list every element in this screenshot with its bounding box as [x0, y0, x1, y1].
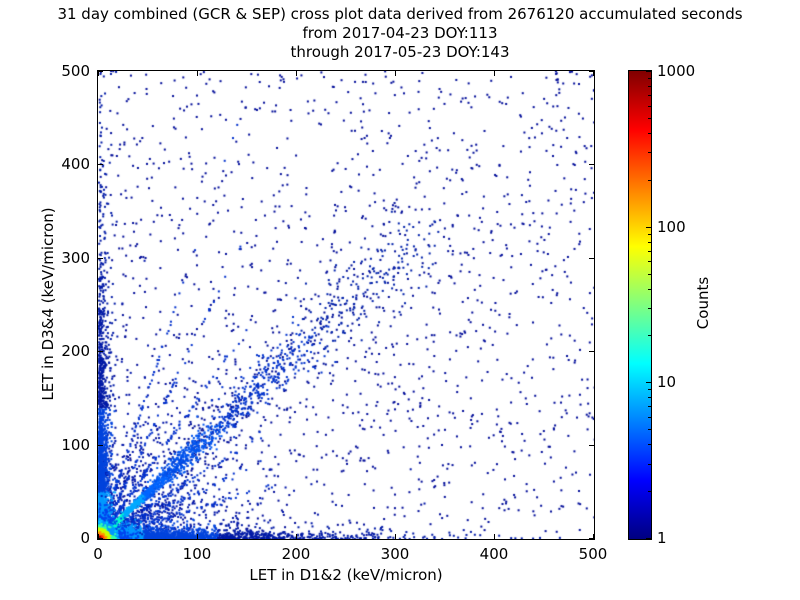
plot-area: [97, 70, 595, 540]
y-tick-label: 200: [61, 342, 90, 361]
y-tick-mark: [98, 164, 103, 165]
y-tick-label: 100: [61, 435, 90, 454]
y-tick-mark-right: [589, 445, 594, 446]
colorbar-minor-tick-mark: [648, 397, 651, 398]
colorbar-minor-tick-mark: [648, 152, 651, 153]
colorbar-tick-label: 1: [657, 529, 667, 547]
x-tick-label: 0: [93, 545, 103, 563]
title-line-1: 31 day combined (GCR & SEP) cross plot d…: [57, 5, 743, 23]
x-tick-mark: [593, 534, 594, 539]
x-tick-mark-top: [593, 71, 594, 76]
title-line-2: from 2017-04-23 DOY:113: [302, 24, 498, 42]
x-tick-mark-top: [395, 71, 396, 76]
colorbar-minor-tick-mark: [648, 234, 651, 235]
colorbar-minor-tick-mark: [648, 251, 651, 252]
colorbar-label: Counts: [694, 276, 712, 330]
colorbar-minor-tick-mark: [648, 274, 651, 275]
x-tick-mark: [395, 534, 396, 539]
chart-title: 31 day combined (GCR & SEP) cross plot d…: [0, 5, 800, 62]
y-tick-mark-right: [589, 71, 594, 72]
y-tick-label: 400: [61, 155, 90, 174]
y-tick-label: 0: [80, 529, 90, 547]
x-axis-label: LET in D1&2 (keV/micron): [249, 566, 443, 584]
colorbar-tick-mark: [646, 71, 651, 72]
y-tick-mark-right: [589, 258, 594, 259]
y-tick-mark-right: [589, 164, 594, 165]
x-tick-label: 400: [479, 545, 509, 563]
x-tick-mark: [197, 534, 198, 539]
colorbar-minor-tick-mark: [648, 86, 651, 87]
colorbar-minor-tick-mark: [648, 118, 651, 119]
y-tick-mark: [98, 445, 103, 446]
colorbar-minor-tick-mark: [648, 444, 651, 445]
colorbar-minor-tick-mark: [648, 335, 651, 336]
y-tick-mark: [98, 351, 103, 352]
y-axis-label: LET in D3&4 (keV/micron): [39, 207, 57, 401]
x-tick-label: 300: [380, 545, 410, 563]
x-tick-label: 200: [281, 545, 311, 563]
y-tick-label: 500: [61, 62, 90, 80]
y-tick-mark: [98, 258, 103, 259]
colorbar: [628, 70, 652, 540]
x-tick-mark-top: [296, 71, 297, 76]
colorbar-minor-tick-mark: [648, 429, 651, 430]
colorbar-minor-tick-mark: [648, 308, 651, 309]
colorbar-minor-tick-mark: [648, 242, 651, 243]
x-tick-label: 500: [578, 545, 608, 563]
colorbar-minor-tick-mark: [648, 464, 651, 465]
colorbar-minor-tick-mark: [648, 106, 651, 107]
colorbar-minor-tick-mark: [648, 289, 651, 290]
scatter-canvas: [98, 71, 594, 539]
colorbar-minor-tick-mark: [648, 78, 651, 79]
colorbar-minor-tick-mark: [648, 389, 651, 390]
colorbar-minor-tick-mark: [648, 180, 651, 181]
colorbar-minor-tick-mark: [648, 491, 651, 492]
colorbar-tick-label: 1000: [657, 62, 696, 80]
title-line-3: through 2017-05-23 DOY:143: [290, 43, 510, 61]
x-tick-mark: [494, 534, 495, 539]
y-tick-mark: [98, 71, 103, 72]
colorbar-tick-mark: [646, 538, 651, 539]
x-tick-mark-top: [98, 71, 99, 76]
x-tick-mark-top: [197, 71, 198, 76]
x-tick-mark: [296, 534, 297, 539]
y-tick-mark-right: [589, 351, 594, 352]
colorbar-minor-tick-mark: [648, 261, 651, 262]
colorbar-tick-label: 10: [657, 373, 677, 392]
colorbar-minor-tick-mark: [648, 417, 651, 418]
colorbar-tick-label: 100: [657, 217, 686, 236]
colorbar-minor-tick-mark: [648, 95, 651, 96]
colorbar-tick-mark: [646, 382, 651, 383]
x-tick-mark: [98, 534, 99, 539]
y-tick-label: 300: [61, 248, 90, 267]
x-tick-mark-top: [494, 71, 495, 76]
y-tick-mark: [98, 538, 103, 539]
colorbar-tick-mark: [646, 227, 651, 228]
y-tick-mark-right: [589, 538, 594, 539]
colorbar-minor-tick-mark: [648, 406, 651, 407]
colorbar-minor-tick-mark: [648, 133, 651, 134]
x-tick-label: 100: [182, 545, 212, 563]
